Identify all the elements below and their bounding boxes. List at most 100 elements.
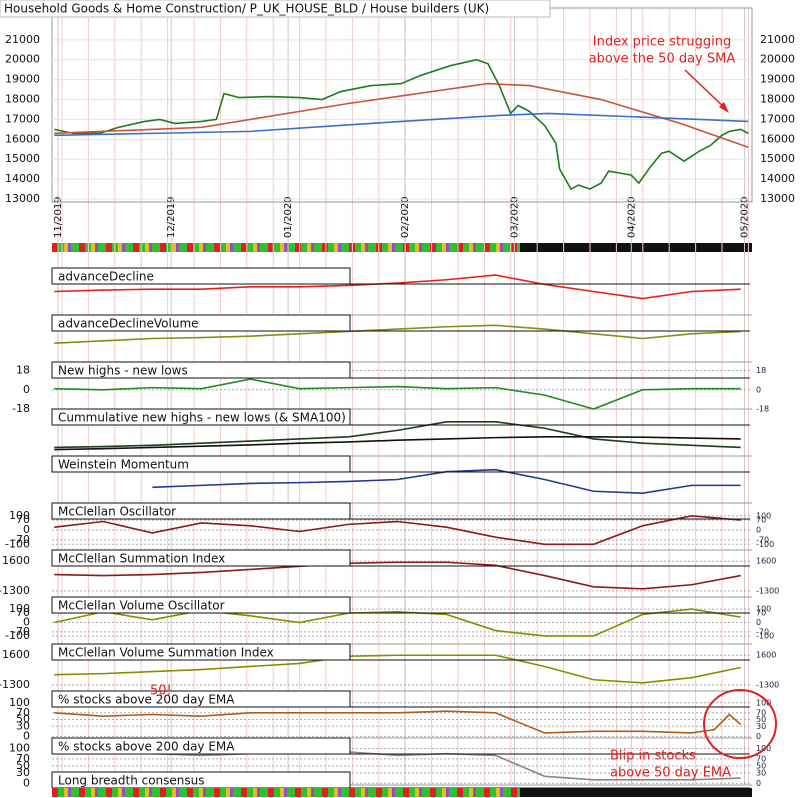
panel-title-box: [51, 771, 351, 788]
y-tick-label: 20000: [5, 53, 40, 66]
y-tick-label-right: 17000: [760, 112, 795, 125]
panel-title: % stocks above 200 day EMA: [58, 740, 235, 754]
y-tick-label: -18: [12, 402, 30, 415]
y-tick-label-right: -100: [756, 540, 774, 549]
status-bar: [52, 788, 752, 797]
panel-title: Long breadth consensus: [58, 774, 205, 788]
y-tick-label: 0: [23, 729, 30, 742]
y-tick-label: 0: [23, 383, 30, 396]
series-line: [54, 112, 749, 137]
panel-title-box: [51, 267, 351, 285]
annotation: Blip in stocks: [610, 749, 696, 764]
x-tick-label: 11/2019: [53, 196, 64, 238]
y-tick-label-right: 0: [756, 385, 761, 394]
x-tick-label: 02/2020: [400, 196, 411, 238]
panel-title: advanceDeclineVolume: [58, 317, 199, 331]
y-tick-label-right: 100: [756, 698, 771, 707]
y-tick-label: -100: [5, 537, 30, 550]
y-tick-label-right: -18: [756, 405, 769, 414]
y-tick-label-right: 15000: [760, 152, 795, 165]
y-tick-label-right: 70: [756, 708, 766, 717]
y-tick-label-right: 30: [756, 768, 766, 777]
y-tick-label-right: 70: [756, 754, 766, 763]
y-tick-label-right: 50: [756, 761, 766, 770]
panel-title-box: [51, 408, 351, 426]
y-tick-label: 100: [9, 509, 30, 522]
status-bar: [52, 243, 752, 252]
x-tick-label: 01/2020: [283, 196, 294, 238]
panel-title-box: [51, 737, 351, 755]
y-tick-label: 13000: [5, 192, 40, 205]
y-tick-label-right: -1300: [756, 680, 779, 689]
annotation-arrow: [684, 69, 728, 111]
panel-title: McClellan Volume Summation Index: [58, 646, 274, 660]
y-tick-label: 30: [16, 766, 30, 779]
y-tick-label: 19000: [5, 73, 40, 86]
series-line: [54, 710, 742, 734]
status-bar-dark: [520, 243, 752, 252]
panel-title-box: [51, 314, 351, 332]
y-tick-label-right: 50: [756, 715, 766, 724]
y-tick-label: 18: [16, 364, 30, 377]
panel-title: % stocks above 200 day EMA: [58, 693, 235, 707]
y-tick-label: 15000: [5, 152, 40, 165]
y-tick-label-right: 70: [756, 609, 766, 618]
panel-title: McClellan Oscillator: [58, 505, 176, 519]
y-tick-label: 50: [16, 759, 30, 772]
series-line: [54, 608, 741, 637]
y-tick-label: -1300: [0, 584, 30, 597]
y-tick-label-right: -70: [756, 536, 769, 545]
panel-title-box: [51, 502, 351, 520]
y-tick-label-right: -100: [756, 631, 774, 640]
y-tick-label-right: 20000: [760, 53, 795, 66]
y-tick-label-right: 21000: [760, 33, 795, 46]
y-tick-label-right: 0: [756, 732, 761, 741]
panel-title-box: [51, 549, 351, 567]
panel-title-box: [51, 596, 351, 614]
panel-title: McClellan Volume Oscillator: [58, 599, 225, 613]
x-tick-label: 12/2019: [166, 196, 177, 238]
y-tick-label: 17000: [5, 112, 40, 125]
annotation: 50!: [150, 684, 172, 699]
chart-title: Household Goods & Home Construction/ P_U…: [4, 2, 489, 16]
y-tick-label: 100: [9, 696, 30, 709]
series-line: [152, 468, 741, 495]
panel-title: McClellan Summation Index: [58, 552, 225, 566]
y-tick-label: -70: [12, 533, 30, 546]
y-tick-label-right: 13000: [760, 192, 795, 205]
highlight-circle: [703, 689, 777, 759]
y-tick-label-right: 0: [756, 618, 761, 627]
y-tick-label-right: 18000: [760, 93, 795, 106]
annotation: Index price strugging: [593, 35, 731, 50]
y-tick-label-right: 1600: [756, 651, 776, 660]
y-tick-label: 0: [23, 616, 30, 629]
y-tick-label: -1300: [0, 678, 30, 691]
arrow-head: [719, 102, 729, 113]
y-tick-label-right: 100: [756, 605, 771, 614]
panel-title: Weinstein Momentum: [58, 458, 189, 472]
title-box: [0, 0, 551, 18]
y-tick-label: 18000: [5, 93, 40, 106]
annotation: above the 50 day SMA: [589, 52, 736, 67]
series-line: [54, 378, 741, 410]
y-tick-label: 1600: [2, 554, 30, 567]
series-line: [54, 654, 741, 684]
y-tick-label-right: 0: [756, 526, 761, 535]
y-tick-label: 14000: [5, 172, 40, 185]
panel-title: Cummulative new highs - new lows (& SMA1…: [58, 411, 346, 425]
y-tick-label: 1600: [2, 648, 30, 661]
y-tick-label-right: 16000: [760, 132, 795, 145]
y-tick-label-right: 0: [756, 779, 761, 788]
y-tick-label: 70: [16, 752, 30, 765]
y-tick-label-right: 30: [756, 722, 766, 731]
y-tick-label: 0: [23, 776, 30, 788]
y-tick-label-right: 14000: [760, 172, 795, 185]
y-tick-label: -70: [12, 625, 30, 638]
series-line: [54, 324, 741, 344]
x-tick-label: 05/2020: [739, 196, 750, 238]
y-tick-label: 16000: [5, 132, 40, 145]
y-tick-label-right: 19000: [760, 73, 795, 86]
y-tick-label-right: -1300: [756, 586, 779, 595]
panel-title-box: [51, 361, 351, 379]
